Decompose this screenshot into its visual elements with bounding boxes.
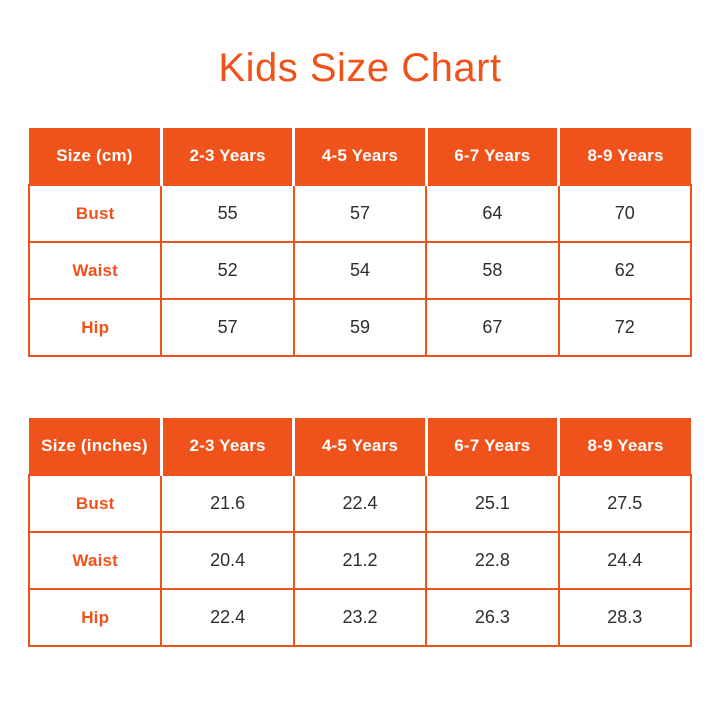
size-table-inches: Size (inches) 2-3 Years 4-5 Years 6-7 Ye… bbox=[27, 418, 693, 647]
value-cell: 57 bbox=[292, 184, 428, 243]
header-cell-4-5-years: 4-5 Years bbox=[292, 418, 427, 475]
value-cell: 22.4 bbox=[292, 474, 428, 533]
header-cell-2-3-years: 2-3 Years bbox=[159, 418, 294, 475]
table-row-waist: Waist 20.4 21.2 22.8 24.4 bbox=[27, 531, 693, 590]
header-cell-8-9-years: 8-9 Years bbox=[557, 418, 691, 475]
table-row-waist: Waist 52 54 58 62 bbox=[27, 241, 693, 300]
header-cell-6-7-years: 6-7 Years bbox=[424, 128, 559, 185]
value-cell: 58 bbox=[425, 241, 560, 300]
value-cell: 25.1 bbox=[425, 474, 560, 533]
value-cell: 27.5 bbox=[557, 474, 693, 533]
header-row: Size (cm) 2-3 Years 4-5 Years 6-7 Years … bbox=[29, 128, 691, 185]
header-cell-4-5-years: 4-5 Years bbox=[292, 128, 427, 185]
page-title: Kids Size Chart bbox=[218, 46, 502, 90]
row-label-waist: Waist bbox=[27, 531, 163, 590]
value-cell: 22.4 bbox=[160, 588, 295, 647]
row-label-bust: Bust bbox=[27, 184, 163, 243]
row-label-hip: Hip bbox=[27, 298, 163, 357]
size-table-cm: Size (cm) 2-3 Years 4-5 Years 6-7 Years … bbox=[27, 128, 693, 357]
value-cell: 72 bbox=[557, 298, 693, 357]
row-label-waist: Waist bbox=[27, 241, 163, 300]
value-cell: 26.3 bbox=[425, 588, 560, 647]
value-cell: 55 bbox=[160, 184, 295, 243]
header-cell-2-3-years: 2-3 Years bbox=[159, 128, 294, 185]
value-cell: 64 bbox=[425, 184, 560, 243]
row-label-bust: Bust bbox=[27, 474, 163, 533]
value-cell: 62 bbox=[557, 241, 693, 300]
table-row-hip: Hip 57 59 67 72 bbox=[27, 298, 693, 357]
row-label-hip: Hip bbox=[27, 588, 163, 647]
table-row-bust: Bust 21.6 22.4 25.1 27.5 bbox=[27, 474, 693, 533]
value-cell: 24.4 bbox=[557, 531, 693, 590]
value-cell: 52 bbox=[160, 241, 295, 300]
header-row: Size (inches) 2-3 Years 4-5 Years 6-7 Ye… bbox=[29, 418, 691, 475]
value-cell: 21.2 bbox=[292, 531, 428, 590]
value-cell: 57 bbox=[160, 298, 295, 357]
table-row-bust: Bust 55 57 64 70 bbox=[27, 184, 693, 243]
value-cell: 22.8 bbox=[425, 531, 560, 590]
value-cell: 54 bbox=[292, 241, 428, 300]
value-cell: 70 bbox=[557, 184, 693, 243]
header-cell-size-cm: Size (cm) bbox=[29, 128, 162, 185]
value-cell: 21.6 bbox=[160, 474, 295, 533]
header-cell-6-7-years: 6-7 Years bbox=[424, 418, 559, 475]
header-cell-size-inches: Size (inches) bbox=[29, 418, 162, 475]
value-cell: 28.3 bbox=[557, 588, 693, 647]
value-cell: 59 bbox=[292, 298, 428, 357]
table-row-hip: Hip 22.4 23.2 26.3 28.3 bbox=[27, 588, 693, 647]
value-cell: 23.2 bbox=[292, 588, 428, 647]
value-cell: 67 bbox=[425, 298, 560, 357]
value-cell: 20.4 bbox=[160, 531, 295, 590]
header-cell-8-9-years: 8-9 Years bbox=[557, 128, 691, 185]
